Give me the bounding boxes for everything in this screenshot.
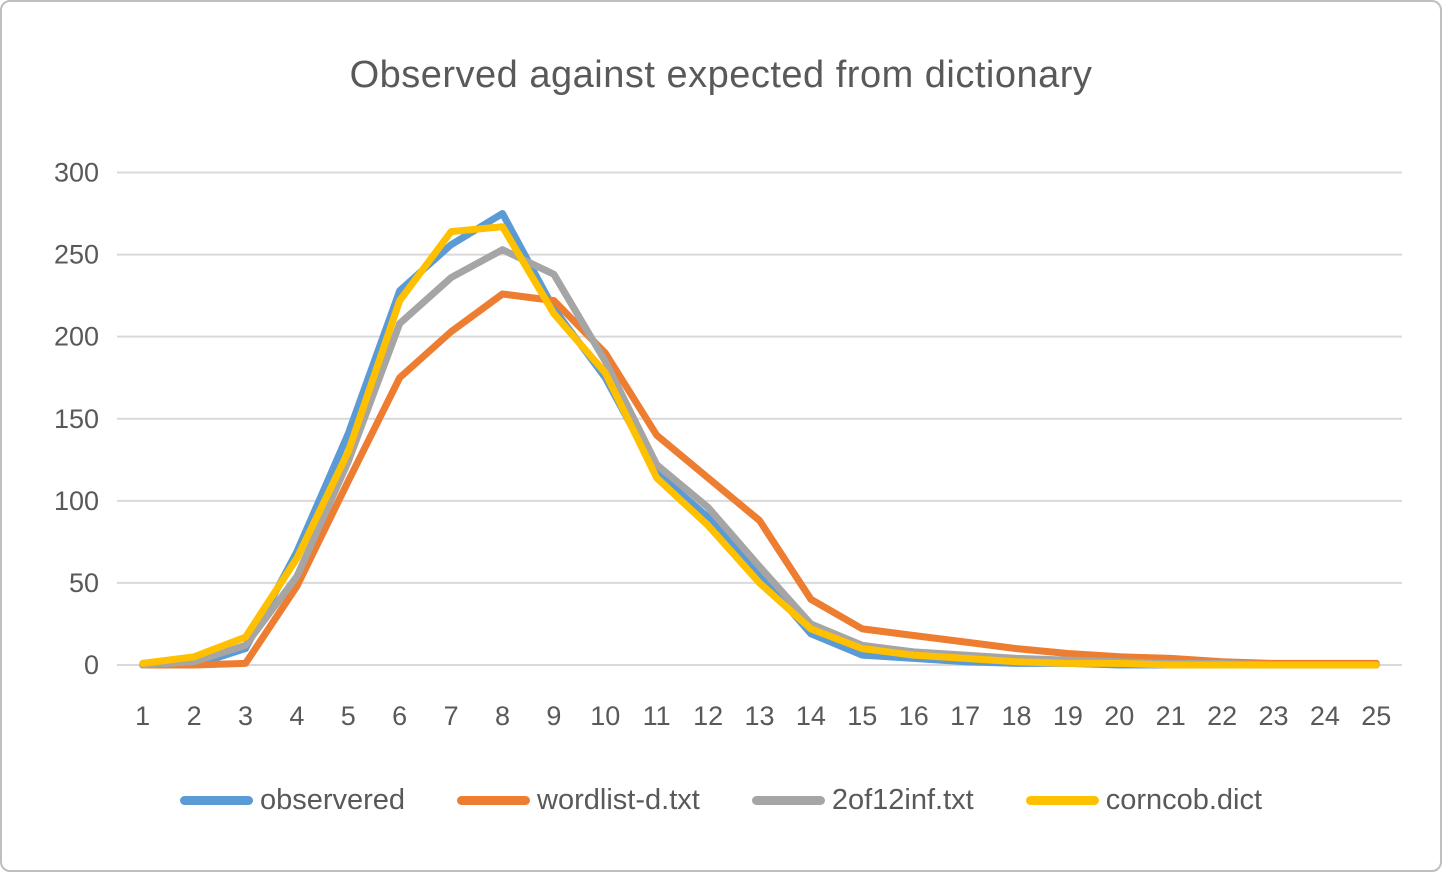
- x-axis-label-12: 12: [693, 701, 723, 731]
- y-axis-label-0: 0: [84, 650, 99, 680]
- legend-label: wordlist-d.txt: [537, 784, 700, 816]
- x-axis-label-1: 1: [135, 701, 150, 731]
- legend-label: observered: [259, 784, 406, 816]
- y-axis-label-200: 200: [54, 322, 99, 352]
- legend-item-2of12inf.txt[interactable]: 2of12inf.txt: [751, 784, 974, 817]
- x-axis-label-9: 9: [546, 701, 561, 731]
- x-axis-label-11: 11: [643, 701, 671, 731]
- series-line-2of12inf.txt[interactable]: [139, 246, 1380, 669]
- legend-item-observered[interactable]: observered: [179, 784, 406, 817]
- x-axis-label-17: 17: [950, 701, 980, 731]
- legend-label: 2of12inf.txt: [831, 784, 974, 816]
- chart-legend: observered wordlist-d.txt 2of12inf.txt corn…: [2, 784, 1440, 817]
- x-axis-label-10: 10: [590, 701, 620, 731]
- x-axis-label-8: 8: [495, 701, 510, 731]
- x-axis-label-13: 13: [744, 701, 774, 731]
- x-axis-label-20: 20: [1104, 701, 1134, 731]
- legend-swatch-icon: [751, 796, 825, 805]
- y-axis-label-100: 100: [54, 486, 99, 516]
- x-axis-label-22: 22: [1207, 701, 1237, 731]
- series-line-corncob.dict[interactable]: [139, 223, 1380, 669]
- x-axis-label-4: 4: [289, 701, 304, 731]
- y-axis-label-250: 250: [54, 240, 99, 270]
- x-axis-label-3: 3: [238, 701, 253, 731]
- x-axis-label-16: 16: [899, 701, 929, 731]
- x-axis-label-23: 23: [1258, 701, 1288, 731]
- legend-swatch-icon: [1025, 796, 1099, 805]
- chart-title: Observed against expected from dictionar…: [349, 54, 1093, 96]
- y-axis-label-300: 300: [54, 158, 99, 188]
- x-axis-label-7: 7: [444, 701, 459, 731]
- legend-item-wordlist-d.txt[interactable]: wordlist-d.txt: [457, 784, 700, 817]
- x-axis-label-19: 19: [1053, 701, 1083, 731]
- y-axis-label-50: 50: [69, 568, 99, 598]
- y-axis-label-150: 150: [54, 404, 99, 434]
- legend-item-corncob.dict[interactable]: corncob.dict: [1025, 784, 1263, 817]
- x-axis-label-18: 18: [1001, 701, 1031, 731]
- legend-swatch-icon: [179, 796, 253, 805]
- x-axis-label-15: 15: [847, 701, 877, 731]
- x-axis-label-21: 21: [1156, 701, 1186, 731]
- x-axis-label-2: 2: [187, 701, 202, 731]
- x-axis-label-5: 5: [341, 701, 356, 731]
- x-axis-label-25: 25: [1361, 701, 1391, 731]
- series-line-observered[interactable]: [139, 210, 1380, 669]
- legend-swatch-icon: [457, 796, 531, 805]
- x-axis-label-14: 14: [796, 701, 826, 731]
- legend-label: corncob.dict: [1105, 784, 1263, 816]
- x-axis-label-6: 6: [392, 701, 407, 731]
- series-line-wordlist-d.txt[interactable]: [139, 290, 1380, 669]
- x-axis-label-24: 24: [1310, 701, 1340, 731]
